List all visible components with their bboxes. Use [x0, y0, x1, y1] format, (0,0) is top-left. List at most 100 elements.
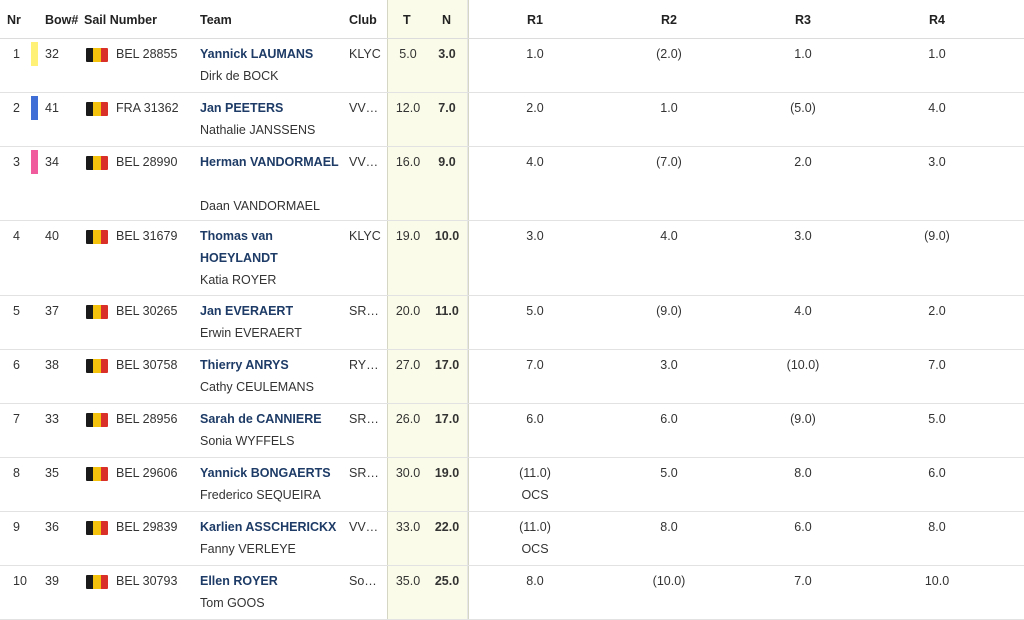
- table-row[interactable]: 9 36 BEL 29839 Karlien ASSCHERICKX Fanny VER…: [0, 511, 1024, 566]
- header-r2[interactable]: R2: [661, 13, 677, 27]
- race-score-r1: 8.0: [526, 574, 544, 588]
- race-score-r4: 10.0: [924, 574, 950, 588]
- belgium-flag-icon: [86, 230, 108, 244]
- sail-number: BEL 28990: [116, 155, 178, 169]
- sail-number: BEL 29606: [116, 466, 178, 480]
- net-points: 17.0: [434, 358, 460, 372]
- header-sail-number[interactable]: Sail Number: [84, 13, 157, 27]
- total-points: 19.0: [395, 229, 421, 243]
- header-r3[interactable]: R3: [795, 13, 811, 27]
- flag-stripe: [100, 467, 108, 481]
- header-r4[interactable]: R4: [929, 13, 945, 27]
- belgium-flag-icon: [86, 575, 108, 589]
- helm-name[interactable]: Thierry ANRYS: [200, 358, 289, 372]
- flag-stripe: [100, 156, 108, 170]
- helm-name[interactable]: Thomas van HOEYLANDT: [200, 229, 278, 265]
- sail-number: BEL 30265: [116, 304, 178, 318]
- flag-stripe: [100, 359, 108, 373]
- rank-number: 6: [13, 358, 20, 372]
- total-points: 20.0: [395, 304, 421, 318]
- race-score-r4: 8.0: [928, 520, 946, 534]
- race-score-r4: 1.0: [928, 47, 946, 61]
- race-score-r3: 1.0: [794, 47, 812, 61]
- rank-number: 1: [13, 47, 20, 61]
- table-row[interactable]: 7 33 BEL 28956 Sarah de CANNIERE Sonia WYFFE…: [0, 403, 1024, 458]
- table-row[interactable]: 2 41 FRA 31362 Jan PEETERS Nathalie JANSSENS…: [0, 92, 1024, 147]
- helm-name[interactable]: Jan PEETERS: [200, 101, 284, 115]
- helm-name[interactable]: Yannick LAUMANS: [200, 47, 314, 61]
- flag-stripe: [86, 305, 94, 319]
- club-name: KLYC: [349, 229, 381, 243]
- flag-stripe: [86, 521, 94, 535]
- race-score-r4: 4.0: [928, 101, 946, 115]
- table-row[interactable]: 4 40 BEL 31679 Thomas van HOEYLANDT Katia RO…: [0, 220, 1024, 296]
- flag-stripe: [86, 102, 94, 116]
- header-nr[interactable]: Nr: [7, 13, 21, 27]
- flag-stripe: [86, 575, 94, 589]
- crew-name: Daan VANDORMAEL: [200, 199, 320, 213]
- net-points: 10.0: [434, 229, 460, 243]
- race-score-r3: 3.0: [794, 229, 812, 243]
- sail-number: BEL 30793: [116, 574, 178, 588]
- bow-number: 38: [45, 358, 59, 372]
- bow-number: 33: [45, 412, 59, 426]
- race-score-r4: 6.0: [928, 466, 946, 480]
- crew-name: Cathy CEULEMANS: [200, 380, 314, 394]
- header-team[interactable]: Team: [200, 13, 232, 27]
- sail-number: BEL 28956: [116, 412, 178, 426]
- table-row[interactable]: 5 37 BEL 30265 Jan EVERAERT Erwin EVERAERT SR…: [0, 295, 1024, 350]
- race-score-r4: 5.0: [928, 412, 946, 426]
- flag-stripe: [100, 48, 108, 62]
- table-header: Nr Bow# Sail Number Team Club T N R1 R2 …: [0, 0, 1024, 39]
- rank-number: 9: [13, 520, 20, 534]
- club-name: VV…: [349, 155, 379, 169]
- race-score-r3: (9.0): [790, 412, 816, 426]
- flag-stripe: [100, 102, 108, 116]
- helm-name[interactable]: Ellen ROYER: [200, 574, 278, 588]
- race-score-r2: (9.0): [656, 304, 682, 318]
- race-score-r4: (9.0): [924, 229, 950, 243]
- header-total[interactable]: T: [403, 13, 411, 27]
- race-score-r3: (5.0): [790, 101, 816, 115]
- belgium-flag-icon: [86, 359, 108, 373]
- rank-number: 4: [13, 229, 20, 243]
- race-score-r2: 8.0: [660, 520, 678, 534]
- header-r1[interactable]: R1: [527, 13, 543, 27]
- header-club[interactable]: Club: [349, 13, 377, 27]
- belgium-flag-icon: [86, 521, 108, 535]
- column-divider: [467, 0, 468, 620]
- bow-number: 40: [45, 229, 59, 243]
- helm-name[interactable]: Yannick BONGAERTS: [200, 466, 331, 480]
- race-score-r3: 7.0: [794, 574, 812, 588]
- flag-stripe: [100, 521, 108, 535]
- table-row[interactable]: 3 34 BEL 28990 Herman VANDORMAEL Daan VANDOR…: [0, 146, 1024, 221]
- helm-name[interactable]: Sarah de CANNIERE: [200, 412, 322, 426]
- flag-stripe: [100, 305, 108, 319]
- rank-number: 8: [13, 466, 20, 480]
- total-points: 26.0: [395, 412, 421, 426]
- race-score-r1: (11.0): [519, 520, 551, 534]
- table-row[interactable]: 8 35 BEL 29606 Yannick BONGAERTS Frederico S…: [0, 457, 1024, 512]
- sail-number: BEL 28855: [116, 47, 178, 61]
- helm-name[interactable]: Karlien ASSCHERICKX: [200, 520, 337, 534]
- club-name: SR…: [349, 304, 379, 318]
- flag-stripe: [93, 102, 101, 116]
- flag-stripe: [86, 467, 94, 481]
- bow-number: 41: [45, 101, 59, 115]
- header-bow[interactable]: Bow#: [45, 13, 79, 27]
- total-points: 33.0: [395, 520, 421, 534]
- leader-color-marker: [31, 42, 38, 66]
- table-row[interactable]: 10 39 BEL 30793 Ellen ROYER Tom GOOS So… 35.0 2…: [0, 565, 1024, 620]
- helm-name[interactable]: Herman VANDORMAEL: [200, 155, 339, 169]
- total-points: 35.0: [395, 574, 421, 588]
- rank-number: 7: [13, 412, 20, 426]
- flag-stripe: [93, 575, 101, 589]
- rank-number: 10: [13, 574, 27, 588]
- club-name: SR…: [349, 466, 379, 480]
- helm-name[interactable]: Jan EVERAERT: [200, 304, 294, 318]
- header-net[interactable]: N: [442, 13, 452, 27]
- table-row[interactable]: 6 38 BEL 30758 Thierry ANRYS Cathy CEULEMANS…: [0, 349, 1024, 404]
- table-row[interactable]: 1 32 BEL 28855 Yannick LAUMANS Dirk de BOCK K…: [0, 38, 1024, 93]
- crew-name: Tom GOOS: [200, 596, 265, 610]
